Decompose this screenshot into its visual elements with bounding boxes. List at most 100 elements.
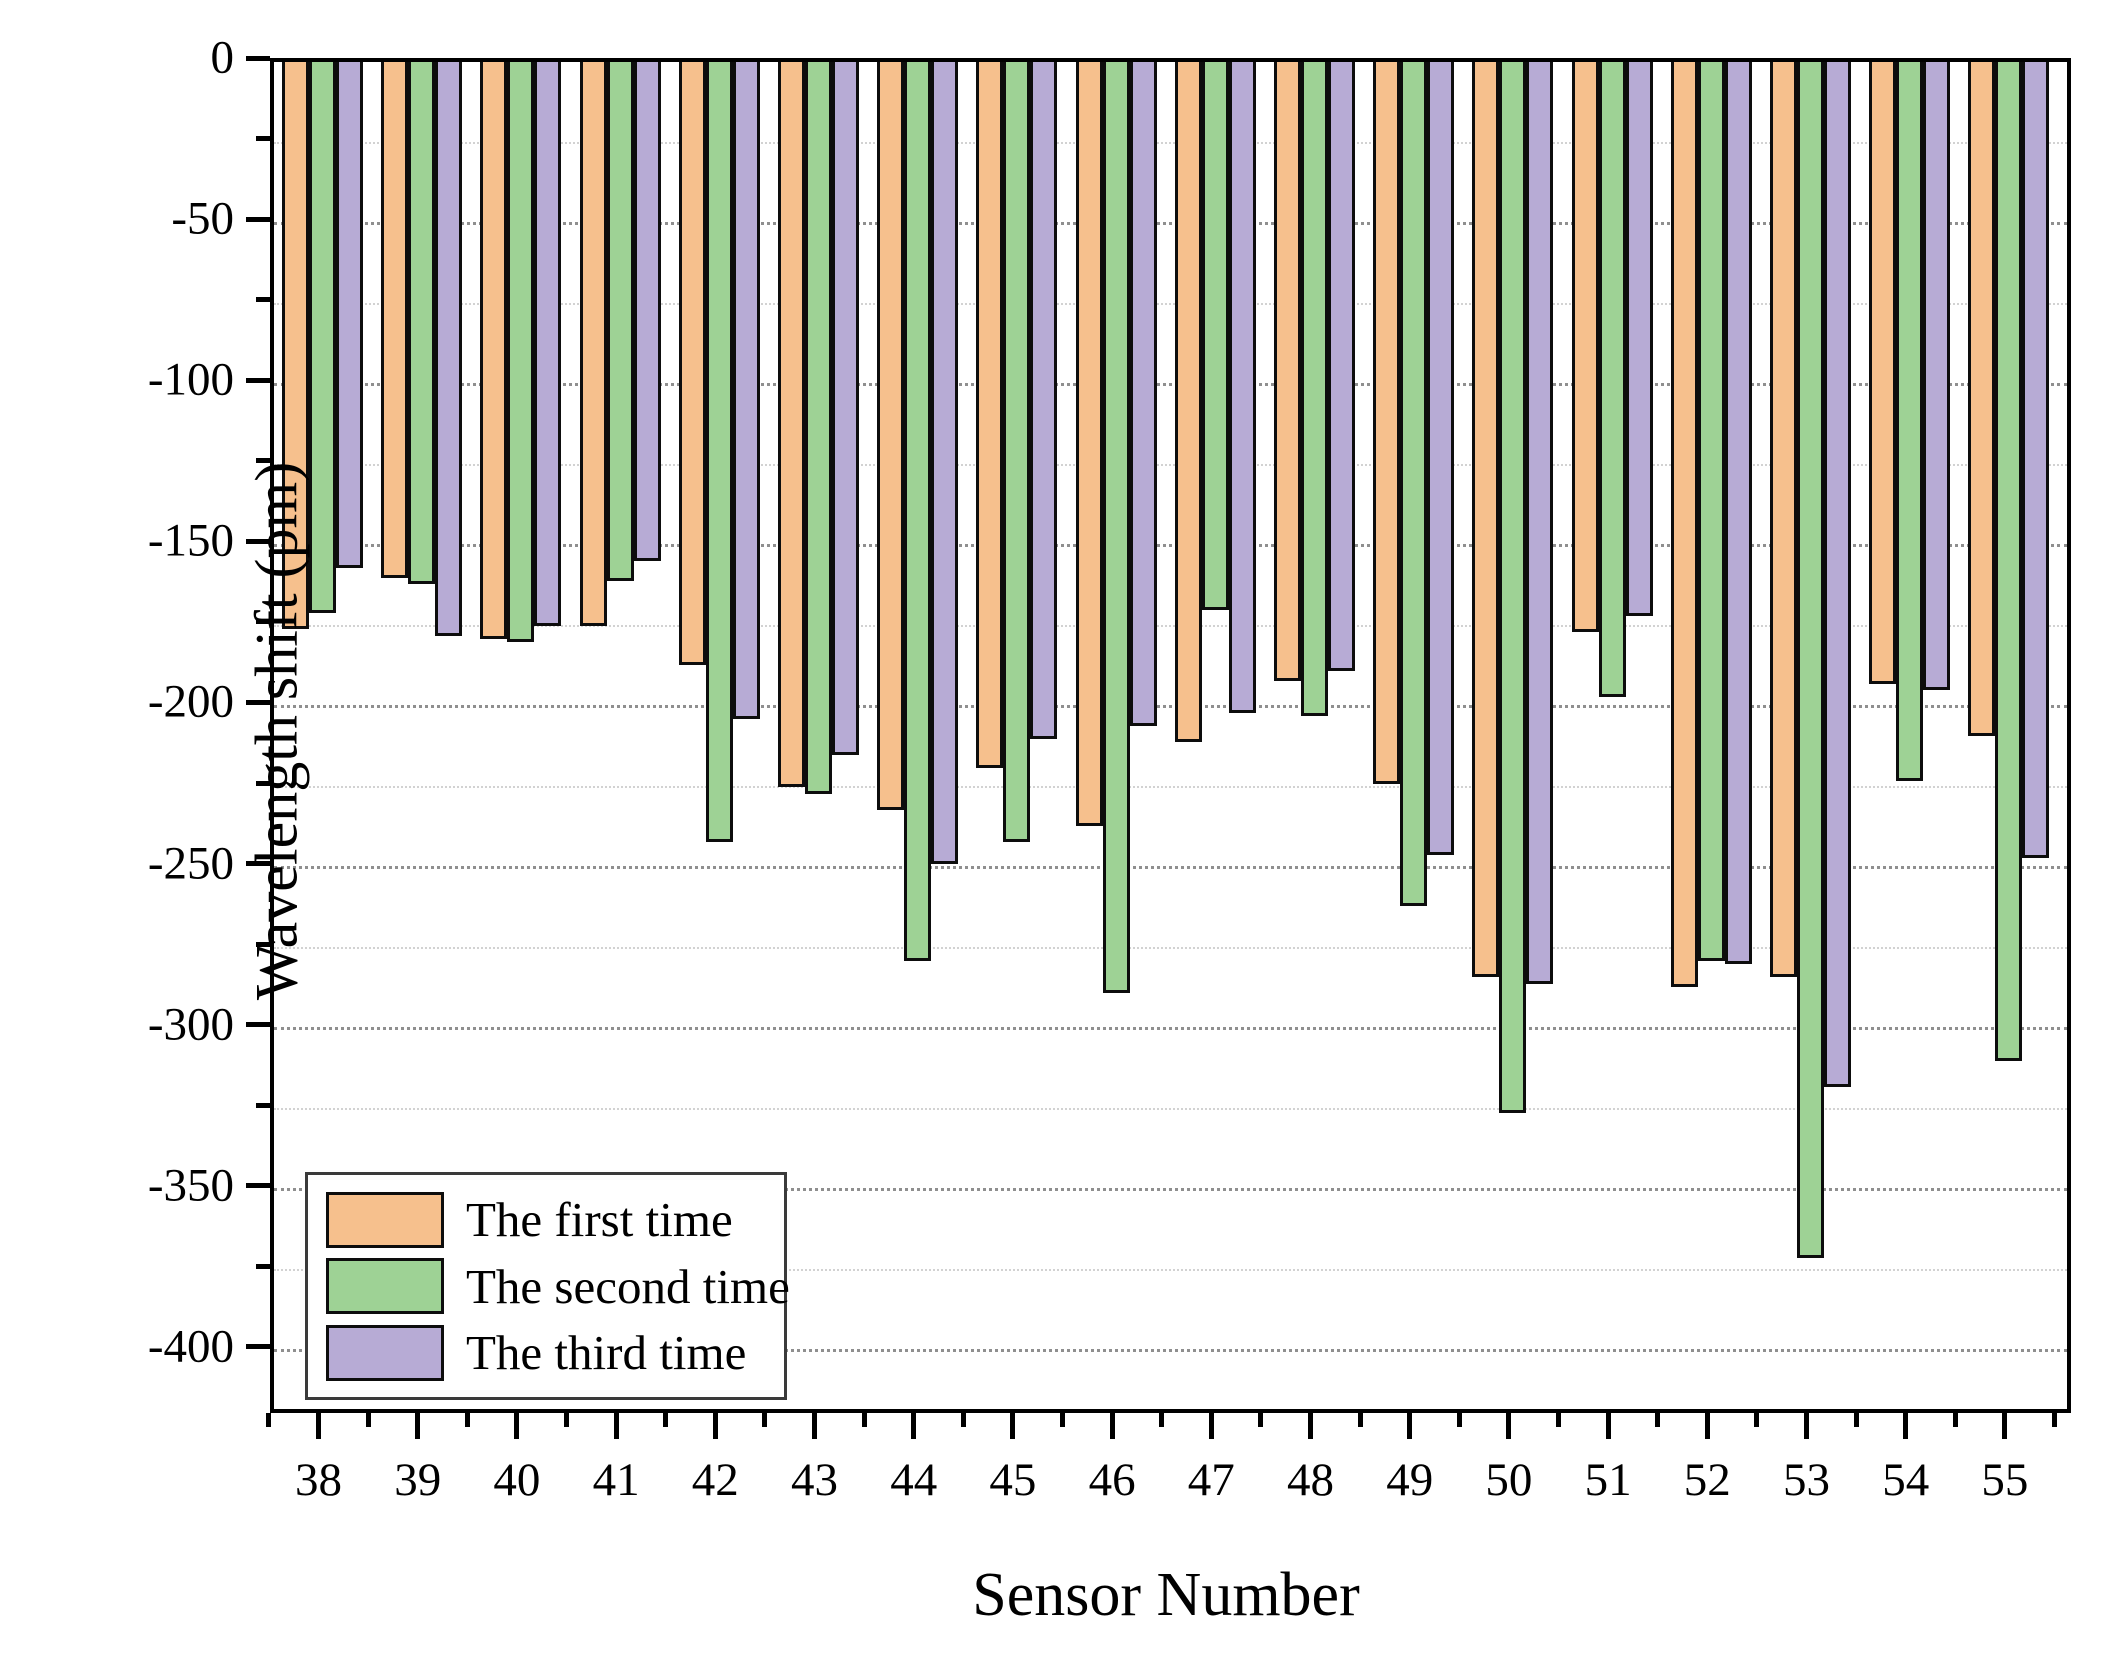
major-gridline (274, 543, 2067, 547)
y-major-tick (246, 861, 270, 867)
bar-sensor-43-series-2 (805, 62, 832, 794)
bar-sensor-44-series-1 (877, 62, 905, 810)
x-tick-label: 39 (394, 1454, 442, 1506)
x-minor-tick (365, 1413, 371, 1427)
bar-sensor-51-series-2 (1598, 62, 1626, 697)
legend-item-3: The third time (308, 1324, 784, 1381)
x-minor-tick (960, 1413, 966, 1427)
x-tick-label: 51 (1584, 1454, 1632, 1506)
x-minor-tick (1655, 1413, 1661, 1427)
x-major-tick (1010, 1413, 1016, 1439)
y-minor-tick (256, 458, 270, 464)
y-major-tick (246, 216, 270, 222)
x-major-tick (911, 1413, 917, 1439)
bar-sensor-45-series-1 (976, 62, 1004, 768)
bar-sensor-39-series-3 (435, 62, 463, 636)
bar-sensor-40-series-2 (507, 62, 535, 642)
legend-swatch-1 (326, 1191, 444, 1248)
legend-label-2: The second time (466, 1258, 790, 1314)
y-major-tick (246, 538, 270, 544)
legend-swatch-3 (326, 1324, 444, 1381)
x-tick-label: 48 (1287, 1454, 1334, 1506)
legend-swatch-2 (326, 1258, 444, 1314)
x-major-tick (1208, 1413, 1214, 1439)
bar-sensor-50-series-3 (1526, 62, 1554, 984)
y-major-tick (246, 55, 270, 61)
y-major-tick (246, 699, 270, 705)
x-major-tick (1109, 1413, 1115, 1439)
bar-sensor-52-series-2 (1697, 62, 1725, 961)
y-major-tick (246, 1022, 270, 1028)
bar-sensor-43-series-3 (832, 62, 859, 755)
y-minor-tick (256, 1102, 270, 1108)
bar-sensor-41-series-1 (579, 62, 607, 626)
y-axis-title: Wavelength shift (pm) (243, 461, 310, 1001)
x-minor-tick (2052, 1413, 2057, 1427)
legend-label-1: The first time (466, 1192, 733, 1247)
bar-sensor-51-series-1 (1571, 62, 1599, 632)
bar-sensor-45-series-2 (1003, 62, 1031, 842)
bar-sensor-53-series-2 (1797, 62, 1824, 1258)
y-minor-tick (256, 780, 270, 786)
bar-sensor-49-series-3 (1427, 62, 1455, 855)
bar-sensor-45-series-3 (1030, 62, 1058, 739)
bar-sensor-40-series-1 (480, 62, 508, 639)
y-minor-tick (256, 136, 270, 142)
x-minor-tick (1754, 1413, 1760, 1427)
x-minor-tick (1952, 1413, 1958, 1427)
x-minor-tick (266, 1413, 272, 1427)
plot-area (270, 58, 2071, 1413)
bar-sensor-43-series-1 (778, 62, 805, 787)
minor-gridline (274, 302, 2067, 305)
bar-sensor-55-series-3 (2022, 62, 2050, 858)
x-tick-label: 45 (989, 1454, 1037, 1506)
x-minor-tick (663, 1413, 669, 1427)
minor-gridline (274, 786, 2067, 789)
x-major-tick (812, 1413, 817, 1439)
bar-sensor-38-series-2 (309, 62, 336, 613)
y-tick-label: -200 (147, 675, 234, 728)
bar-sensor-54-series-3 (1923, 62, 1951, 690)
bar-sensor-46-series-2 (1102, 62, 1130, 993)
y-tick-label: -350 (147, 1159, 234, 1212)
x-minor-tick (1258, 1413, 1264, 1427)
x-major-tick (316, 1413, 321, 1439)
x-minor-tick (1556, 1413, 1561, 1427)
x-tick-label: 49 (1386, 1454, 1434, 1506)
x-major-tick (415, 1413, 421, 1439)
minor-gridline (274, 947, 2067, 950)
major-gridline (274, 866, 2067, 870)
bar-sensor-38-series-1 (282, 62, 309, 629)
bar-sensor-40-series-3 (534, 62, 562, 626)
y-major-tick (246, 377, 270, 383)
minor-gridline (274, 141, 2067, 144)
bar-sensor-44-series-2 (904, 62, 932, 961)
y-tick-label: 0 (210, 31, 235, 84)
y-tick-label: -250 (147, 837, 234, 890)
minor-gridline (274, 463, 2067, 466)
major-gridline (274, 1349, 2067, 1353)
x-major-tick (613, 1413, 619, 1439)
bar-sensor-46-series-1 (1075, 62, 1103, 826)
legend-item-2: The second time (308, 1258, 790, 1314)
x-tick-label: 41 (592, 1454, 640, 1506)
x-major-tick (1704, 1413, 1710, 1439)
x-tick-label: 53 (1783, 1454, 1830, 1506)
y-tick-label: -100 (147, 353, 234, 406)
x-tick-label: 47 (1187, 1454, 1235, 1506)
bar-sensor-47-series-2 (1201, 62, 1229, 610)
x-minor-tick (1159, 1413, 1165, 1427)
bar-sensor-42-series-2 (705, 62, 733, 842)
x-tick-label: 42 (691, 1454, 739, 1506)
bar-sensor-41-series-3 (633, 62, 661, 561)
x-major-tick (1804, 1413, 1809, 1439)
bar-sensor-52-series-1 (1670, 62, 1698, 987)
bar-sensor-39-series-2 (408, 62, 436, 584)
x-minor-tick (861, 1413, 867, 1427)
x-major-tick (1407, 1413, 1413, 1439)
y-major-tick (246, 1344, 270, 1350)
legend-label-3: The third time (466, 1325, 747, 1380)
x-minor-tick (1357, 1413, 1363, 1427)
bar-sensor-49-series-2 (1400, 62, 1428, 906)
